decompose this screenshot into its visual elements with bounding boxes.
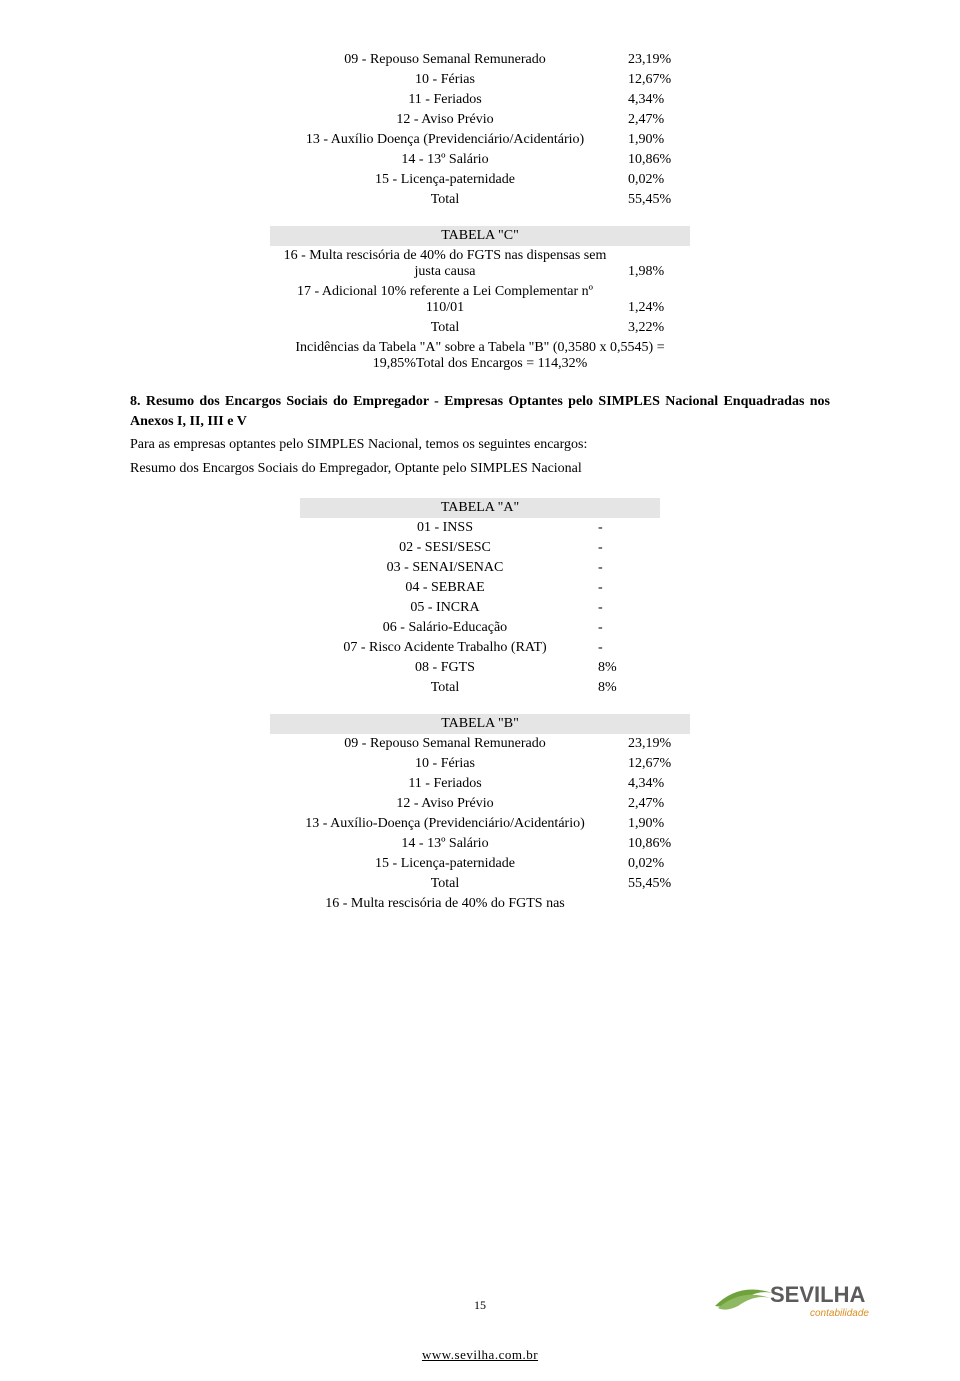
table-row: 08 - FGTS [300,658,590,678]
table-row: 09 - Repouso Semanal Remunerado [270,734,620,754]
footer-link[interactable]: www.sevilha.com.br [0,1347,960,1363]
table-row: Total [270,190,620,210]
section-8-p2: Resumo dos Encargos Sociais do Empregado… [130,459,830,479]
table-row: 15 - Licença-paternidade [270,854,620,874]
table-row: 07 - Risco Acidente Trabalho (RAT) [300,638,590,658]
table-row: 15 - Licença-paternidade [270,170,620,190]
table-row: Total [270,874,620,894]
table-row: 13 - Auxílio Doença (Previdenciário/Acid… [270,130,620,150]
table-row: Total [300,678,590,698]
sevilha-logo: SEVILHA contabilidade [710,1266,890,1326]
table-row: 10 - Férias [270,754,620,774]
table-row: 12 - Aviso Prévio [270,110,620,130]
table-row: 02 - SESI/SESC [300,538,590,558]
section-8-p1: Para as empresas optantes pelo SIMPLES N… [130,435,830,455]
table-row: 16 - Multa rescisória de 40% do FGTS nas [270,894,620,914]
table-row: 14 - 13º Salário [270,834,620,854]
table-row: 16 - Multa rescisória de 40% do FGTS nas… [270,246,620,282]
table-c-footnote: Incidências da Tabela "A" sobre a Tabela… [270,338,690,374]
section-8-heading: 8. Resumo dos Encargos Sociais do Empreg… [130,392,830,431]
table-a-header: TABELA "A" [300,498,660,518]
table-row: 05 - INCRA [300,598,590,618]
table-row: 17 - Adicional 10% referente a Lei Compl… [270,282,620,318]
table-row: 11 - Feriados [270,90,620,110]
table-row: 13 - Auxílio-Doença (Previdenciário/Acid… [270,814,620,834]
table-row: 04 - SEBRAE [300,578,590,598]
table-row: 14 - 13º Salário [270,150,620,170]
table-row: 12 - Aviso Prévio [270,794,620,814]
table-row: 01 - INSS [300,518,590,538]
table-row: Total [270,318,620,338]
table-a-simples: TABELA "A" 01 - INSS- 02 - SESI/SESC- 03… [300,498,660,698]
table-b-header: TABELA "B" [270,714,690,734]
table-row: 09 - Repouso Semanal Remunerado [270,50,620,70]
page-number: 15 [0,1298,960,1313]
table-b-simples: TABELA "B" 09 - Repouso Semanal Remunera… [270,714,690,914]
table-c-header: TABELA "C" [270,226,690,246]
table-b-continued: 09 - Repouso Semanal Remunerado23,19% 10… [270,50,690,210]
table-row: 06 - Salário-Educação [300,618,590,638]
table-row: 10 - Férias [270,70,620,90]
table-c: TABELA "C" 16 - Multa rescisória de 40% … [270,226,690,374]
table-row: 11 - Feriados [270,774,620,794]
table-row: 03 - SENAI/SENAC [300,558,590,578]
